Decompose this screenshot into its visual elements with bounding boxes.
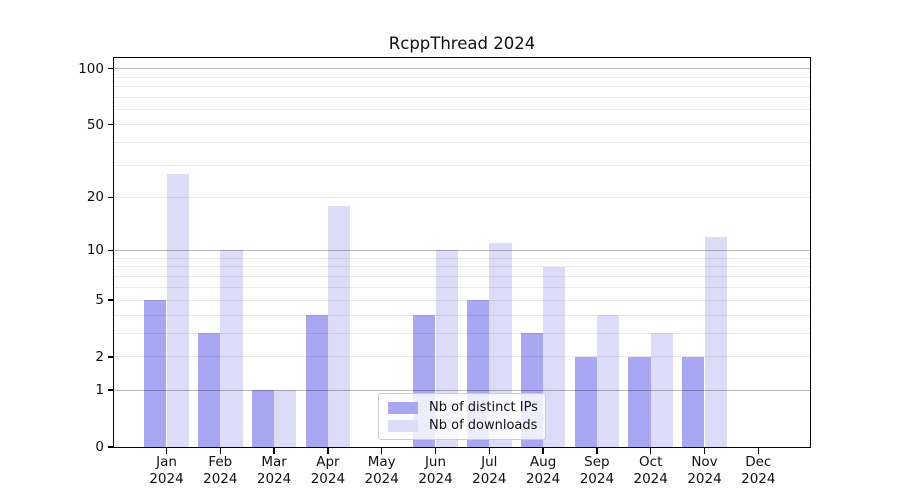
plot-area [114,58,810,447]
bar-distinct-ips-jan [144,300,167,447]
axis-spine-bottom [112,446,812,449]
x-tick-jul [488,448,490,454]
x-tick-label-sep: Sep 2024 [567,454,627,488]
bar-distinct-ips-sep [574,356,597,447]
x-tick-label-apr: Apr 2024 [298,454,358,488]
x-label-month-jul: Jul [481,454,498,470]
x-tick-may [381,448,383,454]
x-label-year-jun: 2024 [418,471,453,487]
x-label-month-oct: Oct [639,454,663,470]
x-tick-jun [434,448,437,454]
y-tick-label-2: 2 [95,348,104,365]
bar-distinct-ips-mar [251,390,275,447]
x-label-year-feb: 2024 [203,471,238,487]
x-tick-label-feb: Feb 2024 [190,454,250,488]
x-tick-sep [596,448,598,454]
x-label-month-aug: Aug [529,454,557,470]
x-tick-dec [757,448,759,454]
y-tick-label-1: 1 [95,382,104,399]
axis-spine-right [809,56,812,449]
x-label-month-sep: Sep [584,454,610,470]
x-tick-label-mar: Mar 2024 [244,454,304,488]
x-label-year-may: 2024 [364,471,399,487]
legend-label-distinct-ips: Nb of distinct IPs [429,400,538,415]
x-tick-label-oct: Oct 2024 [621,454,681,488]
y-tick-0 [107,446,114,448]
x-tick-label-dec: Dec 2024 [728,454,788,488]
bar-downloads-apr [327,205,351,447]
x-tick-label-may: May 2024 [352,454,412,488]
y-tick-label-20: 20 [86,189,104,206]
bar-layer [114,58,810,447]
bar-distinct-ips-nov [682,356,705,447]
y-tick-2 [107,356,114,358]
x-tick-label-jul: Jul 2024 [459,454,519,488]
x-tick-label-nov: Nov 2024 [675,454,735,488]
axis-spine-left [112,56,115,449]
x-tick-label-jun: Jun 2024 [406,454,466,488]
y-tick-1 [107,389,114,391]
x-label-month-mar: Mar [261,454,287,470]
y-tick-20 [107,196,114,199]
legend-item-downloads: Nb of downloads [388,417,538,434]
axis-spine-top [112,56,812,59]
y-tick-10 [107,249,114,252]
x-tick-feb [219,448,221,454]
y-tick-5 [107,299,114,301]
x-tick-nov [703,448,706,454]
x-label-year-sep: 2024 [579,471,615,487]
legend-swatch-distinct-ips [388,401,418,414]
x-tick-label-aug: Aug 2024 [513,454,573,488]
x-label-month-nov: Nov [691,454,718,470]
bar-downloads-oct [650,333,674,447]
legend-item-distinct-ips: Nb of distinct IPs [388,399,538,416]
x-label-year-nov: 2024 [687,471,722,487]
x-tick-mar [273,448,275,454]
y-tick-100 [107,67,114,70]
bar-downloads-aug [543,266,566,447]
x-label-month-feb: Feb [208,454,233,470]
x-label-year-jul: 2024 [472,471,507,487]
bar-downloads-sep [596,315,620,447]
x-tick-jan [165,448,168,454]
y-tick-label-10: 10 [86,242,104,259]
bar-downloads-jan [166,173,189,447]
x-label-month-apr: Apr [316,454,340,470]
x-label-year-dec: 2024 [741,471,776,487]
bar-distinct-ips-feb [197,333,221,447]
y-tick-label-0: 0 [95,439,104,455]
bar-downloads-nov [704,236,727,447]
bar-downloads-mar [274,390,297,447]
legend-label-downloads: Nb of downloads [429,418,538,433]
x-label-month-dec: Dec [745,454,772,470]
x-label-month-jun: Jun [424,454,447,470]
x-tick-aug [542,448,544,454]
chart-title: RcppThread 2024 [388,34,536,53]
x-label-year-mar: 2024 [256,471,292,487]
x-tick-label-jan: Jan 2024 [137,454,197,488]
y-tick-label-100: 100 [78,60,104,77]
y-tick-50 [107,123,114,126]
bar-downloads-feb [220,250,243,447]
y-tick-label-50: 50 [86,116,104,133]
x-tick-oct [650,448,652,454]
x-label-month-jan: Jan [156,454,177,470]
bar-distinct-ips-oct [628,356,651,447]
y-tick-label-5: 5 [95,292,104,309]
bar-distinct-ips-apr [305,315,328,447]
legend-swatch-downloads [388,419,418,432]
legend: Nb of distinct IPs Nb of downloads [378,393,546,440]
x-label-year-oct: 2024 [633,471,668,487]
x-label-month-may: May [367,454,396,470]
x-label-year-jan: 2024 [149,471,184,487]
x-tick-apr [327,448,329,454]
x-label-year-aug: 2024 [525,471,561,487]
x-label-year-apr: 2024 [310,471,346,487]
